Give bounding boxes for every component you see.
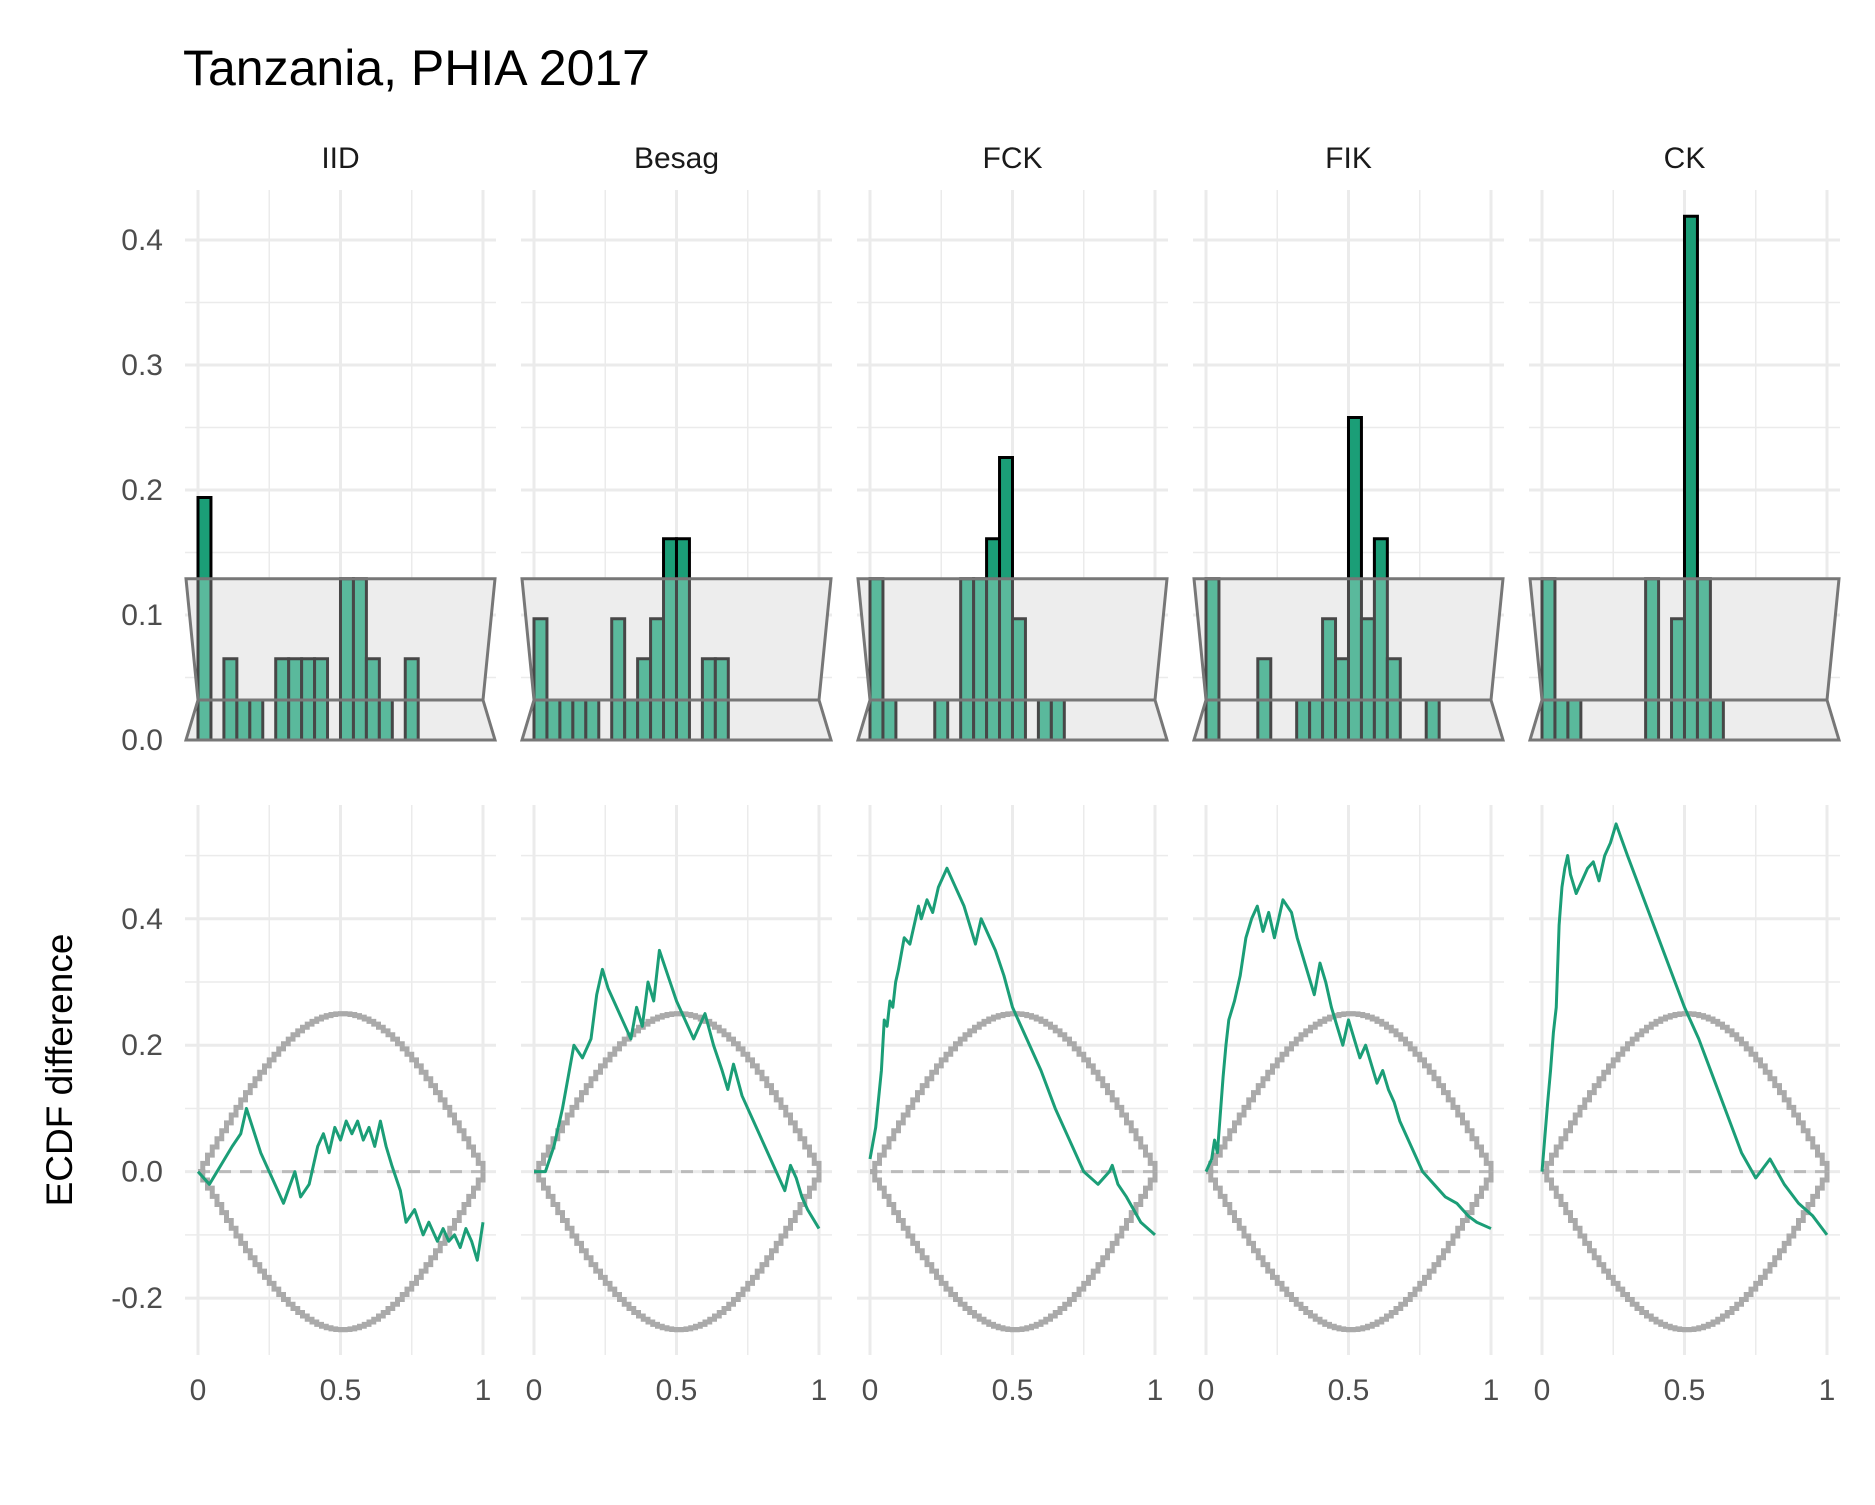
y-tick-label: 0.2 [121, 474, 163, 507]
x-tick-label: 1 [475, 1374, 492, 1407]
ecdf-panel-ck [1540, 822, 1830, 1333]
ecdf-difference-line [534, 948, 821, 1230]
y-tick-label: 0.0 [121, 1156, 163, 1189]
envelope-lower [1542, 1169, 1830, 1333]
y-tick-label: 0.1 [121, 599, 163, 632]
x-tick-label: 0 [526, 1374, 543, 1407]
x-tick-label: 0 [190, 1374, 207, 1407]
envelope-lower [198, 1169, 486, 1333]
ecdf-panel-fck [868, 866, 1158, 1333]
panel-label-fik: FIK [1325, 142, 1372, 175]
envelope-lower [870, 1169, 1158, 1333]
ecdf-panel-iid [196, 1011, 486, 1333]
x-tick-label: 0.5 [992, 1374, 1034, 1407]
x-tick-label: 1 [1483, 1374, 1500, 1407]
y-axis-title: ECDF difference [39, 934, 80, 1207]
x-tick-label: 0.5 [656, 1374, 698, 1407]
reference-band-outline [855, 577, 1170, 742]
y-tick-label: 0.4 [121, 903, 163, 936]
y-tick-label: 0.2 [121, 1029, 163, 1062]
envelope-upper [534, 1011, 822, 1175]
panels: IID Besag FCK FIK CK 0.0 0.1 0.2 0.3 0.4 -0.2 0.0 0.… [111, 142, 1842, 1407]
reference-band-outline [183, 577, 498, 742]
histogram-panel-ck [1527, 214, 1842, 742]
ecdf-difference-line [196, 1106, 485, 1262]
reference-band-outline [1191, 577, 1506, 742]
x-tick-label: 0 [1198, 1374, 1215, 1407]
reference-band-outline [519, 577, 834, 742]
ecdf-difference-line [1204, 898, 1492, 1230]
envelope-lower [534, 1169, 822, 1333]
histogram-panel-besag [519, 537, 834, 742]
y-tick-label: -0.2 [111, 1282, 163, 1315]
histogram-panel-fik [1191, 416, 1506, 742]
panel-label-fck: FCK [983, 142, 1043, 175]
histogram-panel-fck [855, 456, 1170, 742]
x-tick-label: 0 [1534, 1374, 1551, 1407]
envelope-upper [870, 1011, 1158, 1175]
ecdf-panel-fik [1204, 898, 1494, 1333]
envelope-lower [1206, 1169, 1494, 1333]
envelope-upper [198, 1011, 486, 1175]
histogram-panel-iid [183, 496, 498, 742]
x-tick-label: 0.5 [1664, 1374, 1706, 1407]
panel-label-besag: Besag [634, 142, 719, 175]
envelope-upper [1542, 1011, 1830, 1175]
x-tick-label: 1 [1147, 1374, 1164, 1407]
x-tick-label: 1 [811, 1374, 828, 1407]
reference-band-outline [1527, 577, 1842, 742]
y-tick-label: 0.3 [121, 349, 163, 382]
panel-label-ck: CK [1664, 142, 1706, 175]
envelope-upper [1206, 1011, 1494, 1175]
y-tick-label: 0.4 [121, 224, 163, 257]
ecdf-difference-line [1540, 822, 1829, 1236]
x-tick-label: 1 [1819, 1374, 1836, 1407]
ecdf-difference-line [868, 866, 1156, 1237]
chart-title: Tanzania, PHIA 2017 [183, 40, 650, 96]
x-tick-label: 0.5 [1328, 1374, 1370, 1407]
x-tick-label: 0 [862, 1374, 879, 1407]
panel-label-iid: IID [321, 142, 359, 175]
ecdf-panel-besag [534, 948, 822, 1333]
x-tick-label: 0.5 [320, 1374, 362, 1407]
y-tick-label: 0.0 [121, 724, 163, 757]
